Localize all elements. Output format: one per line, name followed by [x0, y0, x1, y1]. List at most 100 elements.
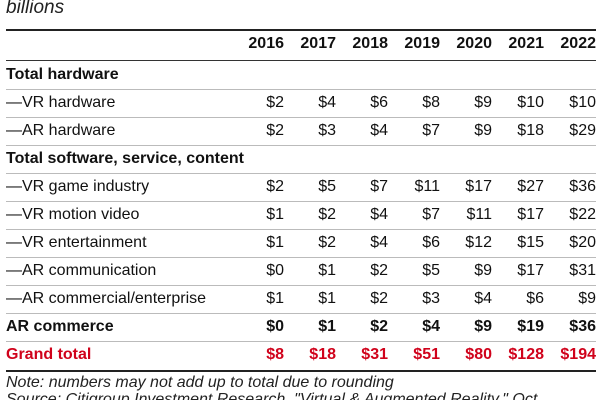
value-cell: $8 [266, 346, 284, 363]
section-hardware: Total hardware [6, 61, 596, 89]
year-2021: 2021 [508, 35, 544, 52]
value-cell: $0 [266, 262, 284, 279]
row-divider [6, 201, 596, 202]
value-cell: $2 [370, 318, 388, 335]
row-divider [6, 173, 596, 174]
value-cell: $7 [370, 178, 388, 195]
value-cell: $1 [318, 262, 336, 279]
value-cell: $6 [370, 94, 388, 111]
value-cell: $2 [318, 206, 336, 223]
value-cell: $7 [422, 122, 440, 139]
value-cell: $22 [569, 206, 596, 223]
row-label: —VR hardware [6, 94, 116, 111]
header-row: 2016 2017 2018 2019 2020 2021 2022 [6, 30, 596, 58]
table-subtitle: billions [6, 0, 65, 18]
value-cell: $12 [465, 234, 492, 251]
ar-commerce-row: AR commerce $0 $1 $2 $4 $9 $19 $36 [6, 313, 596, 341]
value-cell: $2 [266, 178, 284, 195]
value-cell: $51 [413, 346, 440, 363]
value-cell: $27 [517, 178, 544, 195]
row-divider [6, 229, 596, 230]
value-cell: $36 [569, 178, 596, 195]
value-cell: $18 [309, 346, 336, 363]
value-cell: $8 [422, 94, 440, 111]
value-cell: $19 [517, 318, 544, 335]
value-cell: $3 [422, 290, 440, 307]
year-2020: 2020 [456, 35, 492, 52]
value-cell: $1 [266, 234, 284, 251]
value-cell: $9 [474, 94, 492, 111]
value-cell: $1 [318, 290, 336, 307]
bottom-rule [6, 370, 596, 372]
value-cell: $9 [474, 122, 492, 139]
value-cell: $17 [465, 178, 492, 195]
value-cell: $2 [370, 262, 388, 279]
value-cell: $9 [474, 318, 492, 335]
value-cell: $17 [517, 206, 544, 223]
value-cell: $31 [569, 262, 596, 279]
value-cell: $2 [266, 122, 284, 139]
section-label: Total hardware [6, 66, 119, 83]
value-cell: $4 [474, 290, 492, 307]
value-cell: $1 [266, 206, 284, 223]
value-cell: $194 [560, 346, 596, 363]
value-cell: $9 [474, 262, 492, 279]
value-cell: $3 [318, 122, 336, 139]
section-label: Total software, service, content [6, 150, 244, 167]
value-cell: $2 [370, 290, 388, 307]
row-divider [6, 89, 596, 90]
table-row: —VR entertainment $1 $2 $4 $6 $12 $15 $2… [6, 229, 596, 257]
value-cell: $5 [422, 262, 440, 279]
value-cell: $5 [318, 178, 336, 195]
grand-total-row: Grand total $8 $18 $31 $51 $80 $128 $194 [6, 341, 596, 369]
row-label: AR commerce [6, 318, 114, 335]
table-row: —AR communication $0 $1 $2 $5 $9 $17 $31 [6, 257, 596, 285]
year-2018: 2018 [352, 35, 388, 52]
row-divider [6, 117, 596, 118]
value-cell: $80 [465, 346, 492, 363]
table-row: —VR game industry $2 $5 $7 $11 $17 $27 $… [6, 173, 596, 201]
year-2019: 2019 [404, 35, 440, 52]
row-divider [6, 341, 596, 342]
row-label: —AR communication [6, 262, 157, 279]
year-2022: 2022 [560, 35, 596, 52]
footnote: Note: numbers may not add up to total du… [6, 374, 394, 391]
row-divider [6, 313, 596, 314]
value-cell: $2 [318, 234, 336, 251]
value-cell: $2 [266, 94, 284, 111]
value-cell: $31 [361, 346, 388, 363]
row-divider [6, 145, 596, 146]
value-cell: $29 [569, 122, 596, 139]
value-cell: $128 [508, 346, 544, 363]
row-divider [6, 257, 596, 258]
value-cell: $18 [517, 122, 544, 139]
row-divider [6, 285, 596, 286]
value-cell: $0 [266, 318, 284, 335]
value-cell: $20 [569, 234, 596, 251]
source-note: Source: Citigroup Investment Research, "… [6, 391, 538, 400]
value-cell: $36 [569, 318, 596, 335]
value-cell: $7 [422, 206, 440, 223]
value-cell: $11 [414, 178, 440, 195]
row-label: Grand total [6, 346, 92, 363]
value-cell: $10 [517, 94, 544, 111]
year-2016: 2016 [248, 35, 284, 52]
value-cell: $15 [517, 234, 544, 251]
table-row: —AR commercial/enterprise $1 $1 $2 $3 $4… [6, 285, 596, 313]
table-row: —VR motion video $1 $2 $4 $7 $11 $17 $22 [6, 201, 596, 229]
value-cell: $17 [517, 262, 544, 279]
top-rule [6, 29, 596, 31]
table-row: —AR hardware $2 $3 $4 $7 $9 $18 $29 [6, 117, 596, 145]
value-cell: $6 [526, 290, 544, 307]
value-cell: $4 [370, 234, 388, 251]
value-cell: $10 [569, 94, 596, 111]
value-cell: $11 [466, 206, 492, 223]
value-cell: $6 [422, 234, 440, 251]
value-cell: $1 [318, 318, 336, 335]
table-row: —VR hardware $2 $4 $6 $8 $9 $10 $10 [6, 89, 596, 117]
year-2017: 2017 [300, 35, 336, 52]
row-label: —VR game industry [6, 178, 150, 195]
header-rule [6, 60, 596, 61]
value-cell: $4 [370, 206, 388, 223]
row-label: —VR motion video [6, 206, 140, 223]
